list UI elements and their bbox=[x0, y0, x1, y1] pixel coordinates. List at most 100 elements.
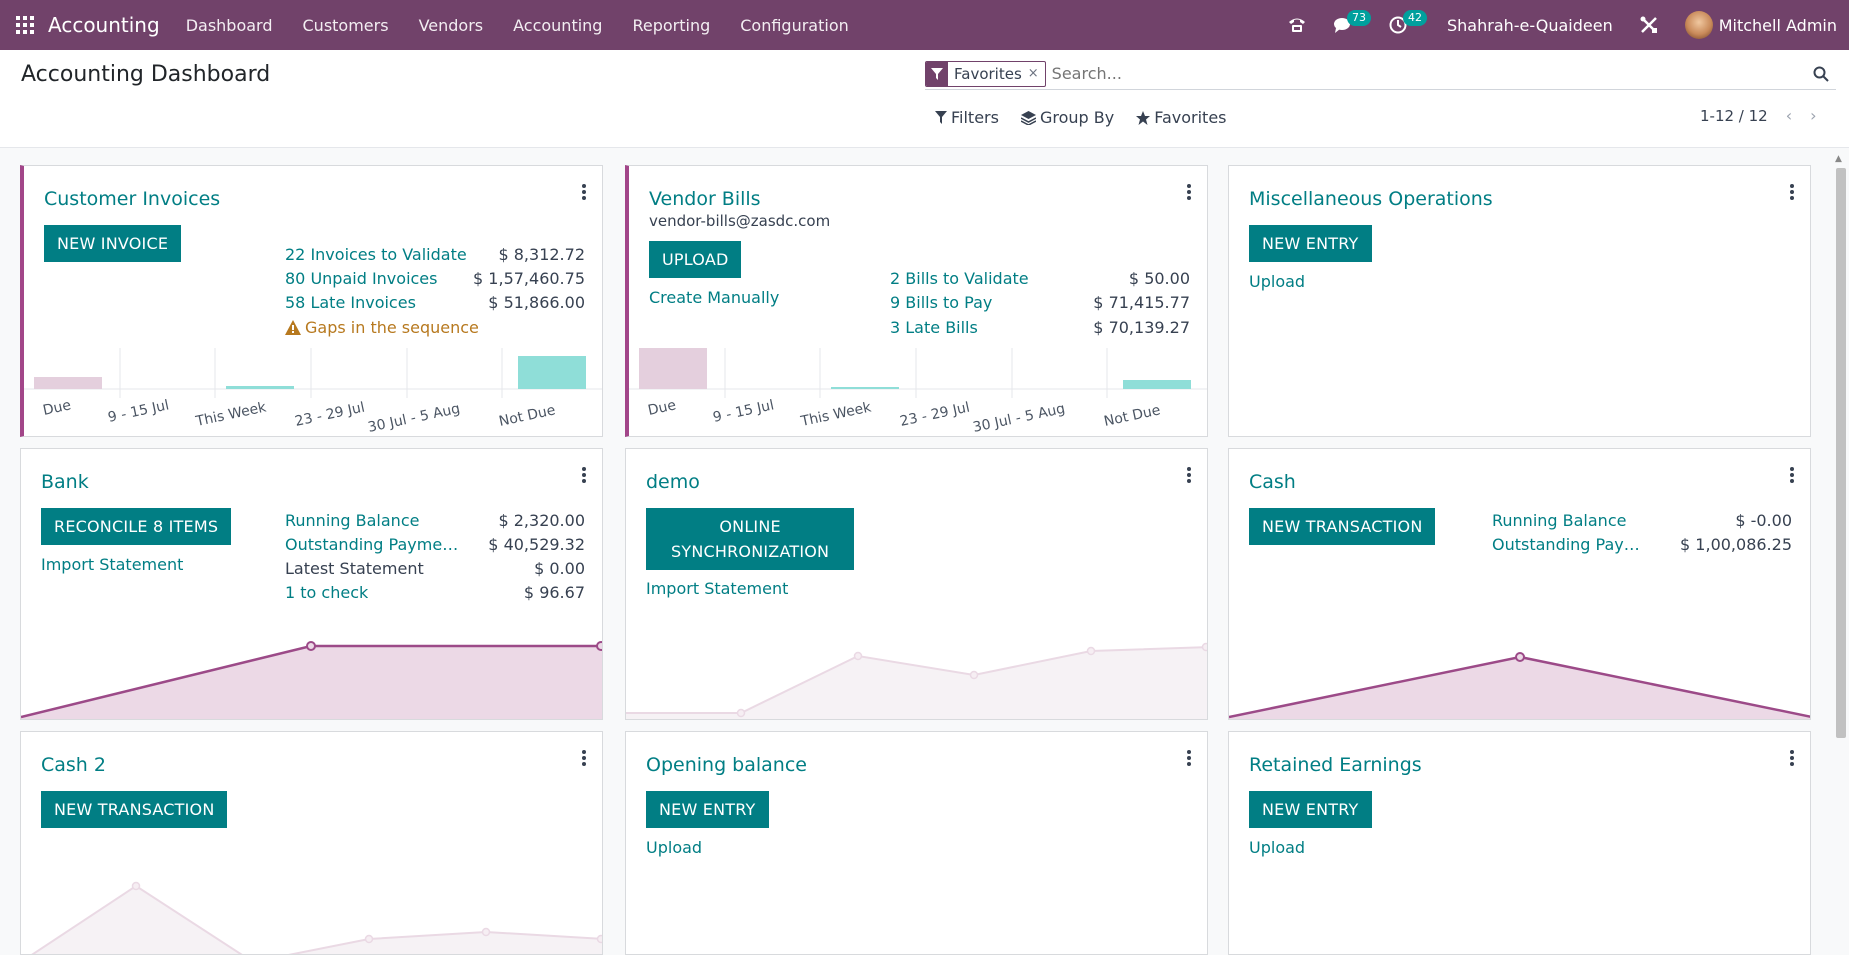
new-entry-button[interactable]: New Entry bbox=[646, 791, 769, 828]
stat-label[interactable]: Running Balance bbox=[1492, 511, 1627, 530]
stat-label[interactable]: Running Balance bbox=[285, 511, 420, 530]
stat-label[interactable]: 3 Late Bills bbox=[890, 318, 978, 337]
stat-row[interactable]: Outstanding Paym... $ 1,00,086.25 bbox=[1492, 535, 1792, 554]
stat-row[interactable]: Outstanding Paymen... $ 40,529.32 bbox=[285, 535, 585, 554]
import-statement-link[interactable]: Import Statement bbox=[646, 579, 789, 598]
bar-not-due bbox=[1123, 380, 1191, 389]
journal-card-customer-invoices: Customer Invoices New Invoice 22 Invoice… bbox=[20, 165, 603, 437]
menu-reporting[interactable]: Reporting bbox=[632, 15, 711, 35]
balance-line-chart bbox=[31, 881, 602, 954]
debug-tools-icon[interactable] bbox=[1639, 0, 1659, 50]
sequence-gaps-warning[interactable]: Gaps in the sequence bbox=[285, 318, 479, 337]
new-transaction-button[interactable]: New Transaction bbox=[1249, 508, 1436, 545]
top-navbar: Accounting Dashboard Customers Vendors A… bbox=[0, 0, 1849, 50]
menu-dashboard[interactable]: Dashboard bbox=[185, 15, 273, 35]
activities-icon[interactable]: 42 bbox=[1389, 0, 1427, 50]
phone-icon[interactable] bbox=[1287, 0, 1307, 50]
page-title: Accounting Dashboard bbox=[21, 62, 271, 87]
group-by-button[interactable]: Group By bbox=[1020, 108, 1114, 127]
import-statement-link[interactable]: Import Statement bbox=[41, 555, 184, 574]
search-icon[interactable] bbox=[1806, 66, 1836, 82]
card-menu-icon[interactable] bbox=[582, 467, 586, 485]
card-menu-icon[interactable] bbox=[1790, 467, 1794, 485]
stat-label[interactable]: 2 Bills to Validate bbox=[890, 269, 1029, 288]
button-line: Online bbox=[719, 517, 781, 536]
card-menu-icon[interactable] bbox=[1187, 184, 1191, 202]
company-switcher[interactable]: Shahrah-e-Quaideen bbox=[1447, 15, 1613, 35]
scroll-up-icon[interactable]: ▲ bbox=[1835, 154, 1842, 164]
stat-label[interactable]: 58 Late Invoices bbox=[285, 293, 416, 312]
menu-customers[interactable]: Customers bbox=[302, 15, 389, 35]
menu-configuration[interactable]: Configuration bbox=[740, 15, 849, 35]
scrollbar-thumb[interactable] bbox=[1836, 168, 1846, 738]
stat-row[interactable]: 1 to check $ 96.67 bbox=[285, 583, 585, 602]
card-menu-icon[interactable] bbox=[1790, 184, 1794, 202]
journal-title[interactable]: Customer Invoices bbox=[44, 188, 221, 210]
stat-row[interactable]: Running Balance $ 2,320.00 bbox=[285, 511, 585, 530]
card-menu-icon[interactable] bbox=[582, 750, 586, 768]
menu-accounting[interactable]: Accounting bbox=[513, 15, 603, 35]
pager-next-icon[interactable]: › bbox=[1810, 106, 1817, 125]
create-manually-link[interactable]: Create Manually bbox=[649, 288, 780, 307]
user-menu[interactable]: Mitchell Admin bbox=[1718, 15, 1837, 35]
pager-previous-icon[interactable]: ‹ bbox=[1785, 106, 1793, 125]
user-avatar[interactable] bbox=[1684, 11, 1713, 39]
stat-label[interactable]: Outstanding Paymen... bbox=[285, 535, 460, 554]
stat-value: $ 8,312.72 bbox=[498, 245, 585, 264]
online-sync-button[interactable]: Online Synchronization bbox=[646, 508, 855, 570]
filters-button[interactable]: Filters bbox=[935, 108, 999, 127]
bar-this-week bbox=[226, 386, 294, 389]
upload-button[interactable]: Upload bbox=[649, 241, 742, 278]
point bbox=[306, 641, 316, 651]
stat-row[interactable]: Running Balance $ -0.00 bbox=[1492, 511, 1792, 530]
reconcile-button[interactable]: Reconcile 8 Items bbox=[41, 508, 232, 545]
stat-label[interactable]: Outstanding Paym... bbox=[1492, 535, 1652, 554]
new-entry-button[interactable]: New Entry bbox=[1249, 225, 1372, 262]
card-menu-icon[interactable] bbox=[1187, 467, 1191, 485]
stat-row[interactable]: 22 Invoices to Validate $ 8,312.72 bbox=[285, 245, 585, 264]
apps-menu-icon[interactable] bbox=[0, 0, 50, 50]
vertical-scrollbar[interactable]: ▲ bbox=[1831, 154, 1849, 955]
layers-icon bbox=[1020, 110, 1036, 125]
facet-remove-icon[interactable]: × bbox=[1027, 66, 1039, 81]
stat-row[interactable]: 2 Bills to Validate $ 50.00 bbox=[890, 269, 1190, 288]
new-entry-button[interactable]: New Entry bbox=[1249, 791, 1372, 828]
journal-title[interactable]: demo bbox=[646, 471, 700, 493]
journal-title[interactable]: Cash bbox=[1249, 471, 1296, 493]
journal-title[interactable]: Vendor Bills bbox=[649, 188, 761, 210]
journal-title[interactable]: Miscellaneous Operations bbox=[1249, 188, 1493, 210]
card-menu-icon[interactable] bbox=[582, 184, 586, 202]
new-invoice-button[interactable]: New Invoice bbox=[44, 225, 182, 262]
upload-link[interactable]: Upload bbox=[646, 838, 703, 857]
stat-row[interactable]: 80 Unpaid Invoices $ 1,57,460.75 bbox=[285, 269, 585, 288]
new-transaction-button[interactable]: New Transaction bbox=[41, 791, 228, 828]
stat-label[interactable]: 22 Invoices to Validate bbox=[285, 245, 467, 264]
search-input[interactable] bbox=[1051, 64, 1806, 83]
stat-value: $ 2,320.00 bbox=[498, 511, 585, 530]
stat-label[interactable]: 9 Bills to Pay bbox=[890, 293, 993, 312]
facet-label: Favorites bbox=[954, 64, 1022, 83]
upload-link[interactable]: Upload bbox=[1249, 272, 1306, 291]
journal-card-bank: Bank Reconcile 8 Items Import Statement … bbox=[20, 448, 603, 720]
pager-value[interactable]: 1-12 / 12 bbox=[1700, 106, 1768, 125]
card-menu-icon[interactable] bbox=[1187, 750, 1191, 768]
stat-row[interactable]: 3 Late Bills $ 70,139.27 bbox=[890, 318, 1190, 337]
app-brand[interactable]: Accounting bbox=[48, 13, 160, 37]
menu-vendors[interactable]: Vendors bbox=[418, 15, 484, 35]
upload-link[interactable]: Upload bbox=[1249, 838, 1306, 857]
stat-label[interactable]: 80 Unpaid Invoices bbox=[285, 269, 438, 288]
search-facet: Favorites × bbox=[925, 60, 1046, 87]
favorites-button[interactable]: Favorites bbox=[1136, 108, 1227, 127]
stat-row[interactable]: 9 Bills to Pay $ 71,415.77 bbox=[890, 293, 1190, 312]
journal-title[interactable]: Bank bbox=[41, 471, 89, 493]
tick-label: 23 - 29 Jul bbox=[899, 400, 972, 430]
journal-title[interactable]: Opening balance bbox=[646, 754, 807, 776]
messages-icon[interactable]: 73 bbox=[1333, 0, 1371, 50]
warning-label: Gaps in the sequence bbox=[305, 318, 479, 337]
stat-label[interactable]: 1 to check bbox=[285, 583, 369, 602]
journal-title[interactable]: Cash 2 bbox=[41, 754, 106, 776]
stat-row[interactable]: 58 Late Invoices $ 51,866.00 bbox=[285, 293, 585, 312]
card-menu-icon[interactable] bbox=[1790, 750, 1794, 768]
journal-card-vendor-bills: Vendor Bills vendor-bills@zasdc.com Uplo… bbox=[625, 165, 1208, 437]
journal-title[interactable]: Retained Earnings bbox=[1249, 754, 1422, 776]
